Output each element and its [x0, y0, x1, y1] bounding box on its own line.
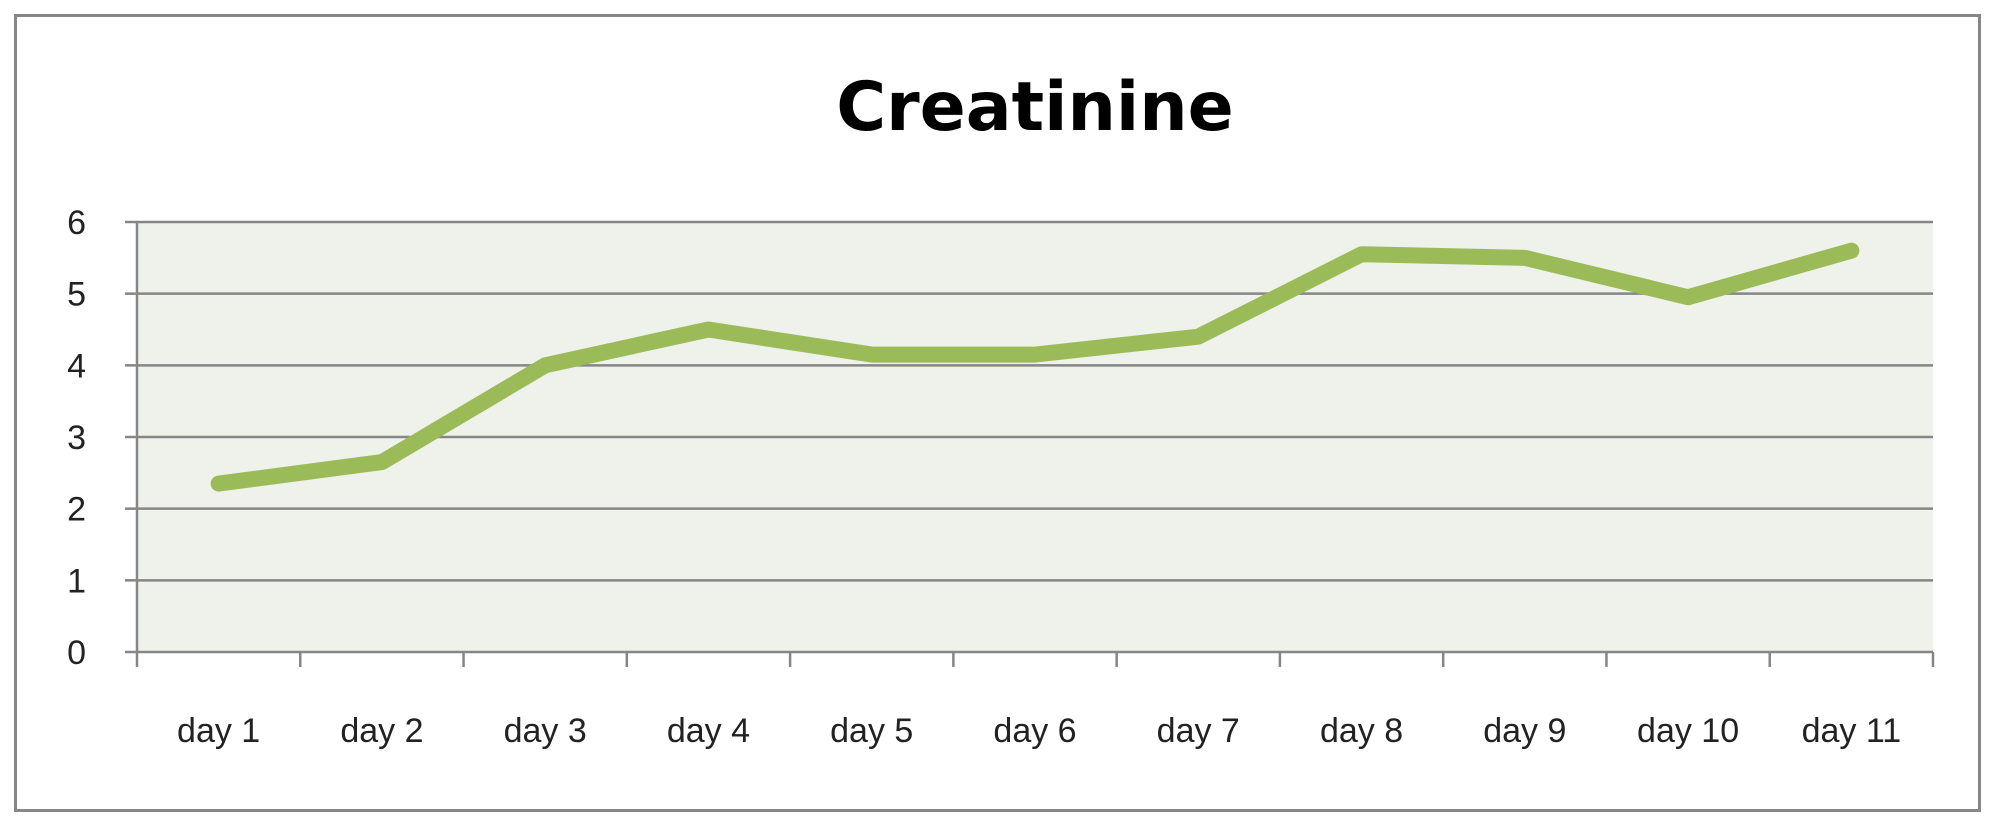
x-tick-label: day 5	[830, 712, 913, 750]
x-tick-label: day 4	[667, 712, 750, 750]
chart-title: Creatinine	[836, 68, 1234, 147]
series	[210, 242, 1860, 492]
gridlines	[137, 220, 1933, 582]
y-tick-label: 3	[67, 419, 86, 457]
x-tick-label: day 11	[1802, 712, 1902, 750]
axes: 0 1 2 3 4 5 6 day 1 day 2 day 3 day 4 day 5 day 6 day…	[67, 204, 1935, 750]
x-tick-label: day 10	[1637, 712, 1739, 750]
x-tick-label: day 1	[177, 712, 260, 750]
y-tick-label: 0	[67, 634, 86, 672]
x-tick-label: day 7	[1157, 712, 1240, 750]
x-tick-label: day 8	[1320, 712, 1403, 750]
x-tick-label: day 3	[504, 712, 587, 750]
y-tick-label: 2	[67, 491, 86, 529]
y-tick-label: 1	[67, 562, 86, 600]
y-tick-label: 6	[67, 204, 86, 242]
y-tick-label: 4	[67, 347, 86, 385]
y-tick-label: 5	[67, 276, 86, 314]
x-tick-label: day 9	[1483, 712, 1566, 750]
x-tick-label: day 2	[340, 712, 423, 750]
x-tick-label: day 6	[993, 712, 1076, 750]
